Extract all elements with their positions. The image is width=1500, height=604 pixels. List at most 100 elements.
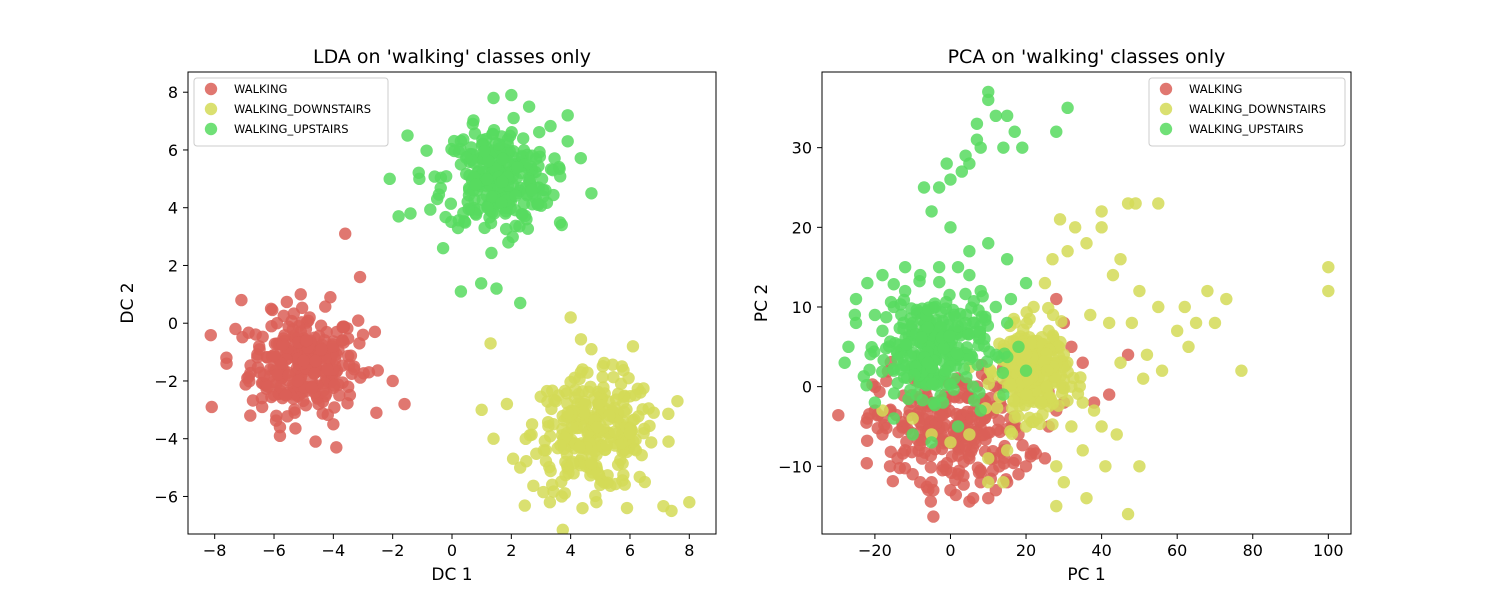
data-point — [978, 332, 991, 346]
data-point — [1009, 453, 1022, 467]
data-point — [1065, 340, 1078, 354]
data-point — [934, 320, 948, 334]
data-point — [906, 316, 919, 330]
pca-chart: −20 0 20 40 60 80 100 −10 0 10 20 30 PCA on 'walking… — [752, 46, 1352, 585]
data-point — [1027, 444, 1040, 457]
data-point — [910, 303, 923, 317]
data-point — [600, 438, 613, 452]
y-axis-label: DC 2 — [118, 282, 138, 323]
data-point — [963, 428, 976, 441]
data-point — [516, 208, 529, 221]
data-point — [924, 495, 938, 508]
data-point — [505, 126, 518, 139]
data-point — [876, 404, 889, 417]
data-point — [1121, 197, 1135, 210]
y-tick-label: −2 — [154, 372, 178, 391]
data-point — [1005, 378, 1018, 391]
data-point — [893, 321, 906, 335]
data-point — [305, 381, 319, 395]
data-point — [480, 173, 494, 186]
data-point — [303, 311, 316, 324]
data-point — [996, 366, 1010, 379]
data-point — [1133, 460, 1146, 473]
data-point — [1020, 388, 1033, 401]
data-point — [997, 476, 1010, 489]
y-tick-label: 8 — [168, 83, 178, 102]
data-point — [544, 464, 557, 478]
data-point — [1042, 301, 1055, 315]
data-point — [353, 270, 367, 284]
data-point — [929, 300, 942, 314]
data-point — [915, 452, 929, 465]
data-point — [608, 425, 622, 438]
data-point — [294, 288, 307, 301]
data-point — [914, 268, 927, 282]
data-point — [1095, 205, 1108, 218]
data-point — [309, 435, 322, 448]
data-point — [915, 331, 928, 344]
data-point — [368, 325, 382, 339]
data-point — [466, 117, 479, 131]
x-tick-label: 0 — [945, 541, 955, 560]
data-point — [564, 311, 577, 324]
data-point — [1220, 292, 1233, 306]
data-point — [509, 189, 522, 202]
data-point — [279, 389, 293, 402]
data-point — [957, 478, 970, 491]
data-point — [308, 367, 322, 380]
points-layer — [204, 88, 696, 534]
data-point — [356, 328, 370, 341]
data-point — [951, 260, 965, 274]
data-point — [339, 227, 352, 240]
data-point — [487, 123, 501, 137]
data-point — [1322, 260, 1335, 274]
data-point — [1008, 125, 1021, 138]
data-point — [336, 334, 349, 347]
data-point — [1076, 356, 1089, 369]
data-point — [1080, 237, 1093, 250]
data-point — [937, 342, 950, 355]
data-point — [991, 423, 1004, 437]
data-point — [386, 374, 399, 388]
data-point — [1025, 337, 1038, 350]
data-point — [532, 159, 545, 173]
data-point — [496, 152, 509, 166]
data-point — [1080, 491, 1093, 505]
data-point — [618, 405, 631, 418]
data-point — [1038, 276, 1052, 290]
legend-label: WALKING_UPSTAIRS — [234, 122, 349, 136]
data-point — [546, 163, 560, 177]
data-point — [997, 141, 1010, 154]
data-point — [906, 412, 919, 425]
series-walking-upstairs — [838, 85, 1074, 449]
data-point — [590, 495, 603, 509]
x-tick-label: −20 — [858, 541, 892, 560]
data-point — [255, 400, 269, 414]
data-point — [321, 363, 334, 376]
data-point — [469, 178, 482, 191]
y-tick-label: −10 — [778, 457, 812, 476]
series-walking-downstairs — [475, 311, 696, 534]
data-point — [591, 420, 604, 434]
legend-label: WALKING_UPSTAIRS — [1189, 122, 1304, 136]
data-point — [555, 475, 568, 488]
data-point — [205, 400, 218, 414]
data-point — [383, 172, 396, 186]
data-point — [1004, 292, 1018, 306]
data-point — [328, 379, 341, 392]
data-point — [1121, 507, 1135, 521]
data-point — [596, 370, 609, 384]
data-point — [261, 380, 275, 393]
data-point — [324, 291, 337, 304]
data-point — [531, 198, 545, 212]
data-point — [898, 444, 912, 457]
data-point — [880, 311, 893, 324]
data-point — [362, 366, 376, 379]
data-point — [943, 330, 956, 343]
data-point — [861, 412, 874, 425]
data-point — [312, 329, 326, 343]
data-point — [507, 111, 520, 125]
data-point — [514, 461, 527, 474]
data-point — [300, 334, 313, 347]
data-point — [1076, 444, 1089, 457]
